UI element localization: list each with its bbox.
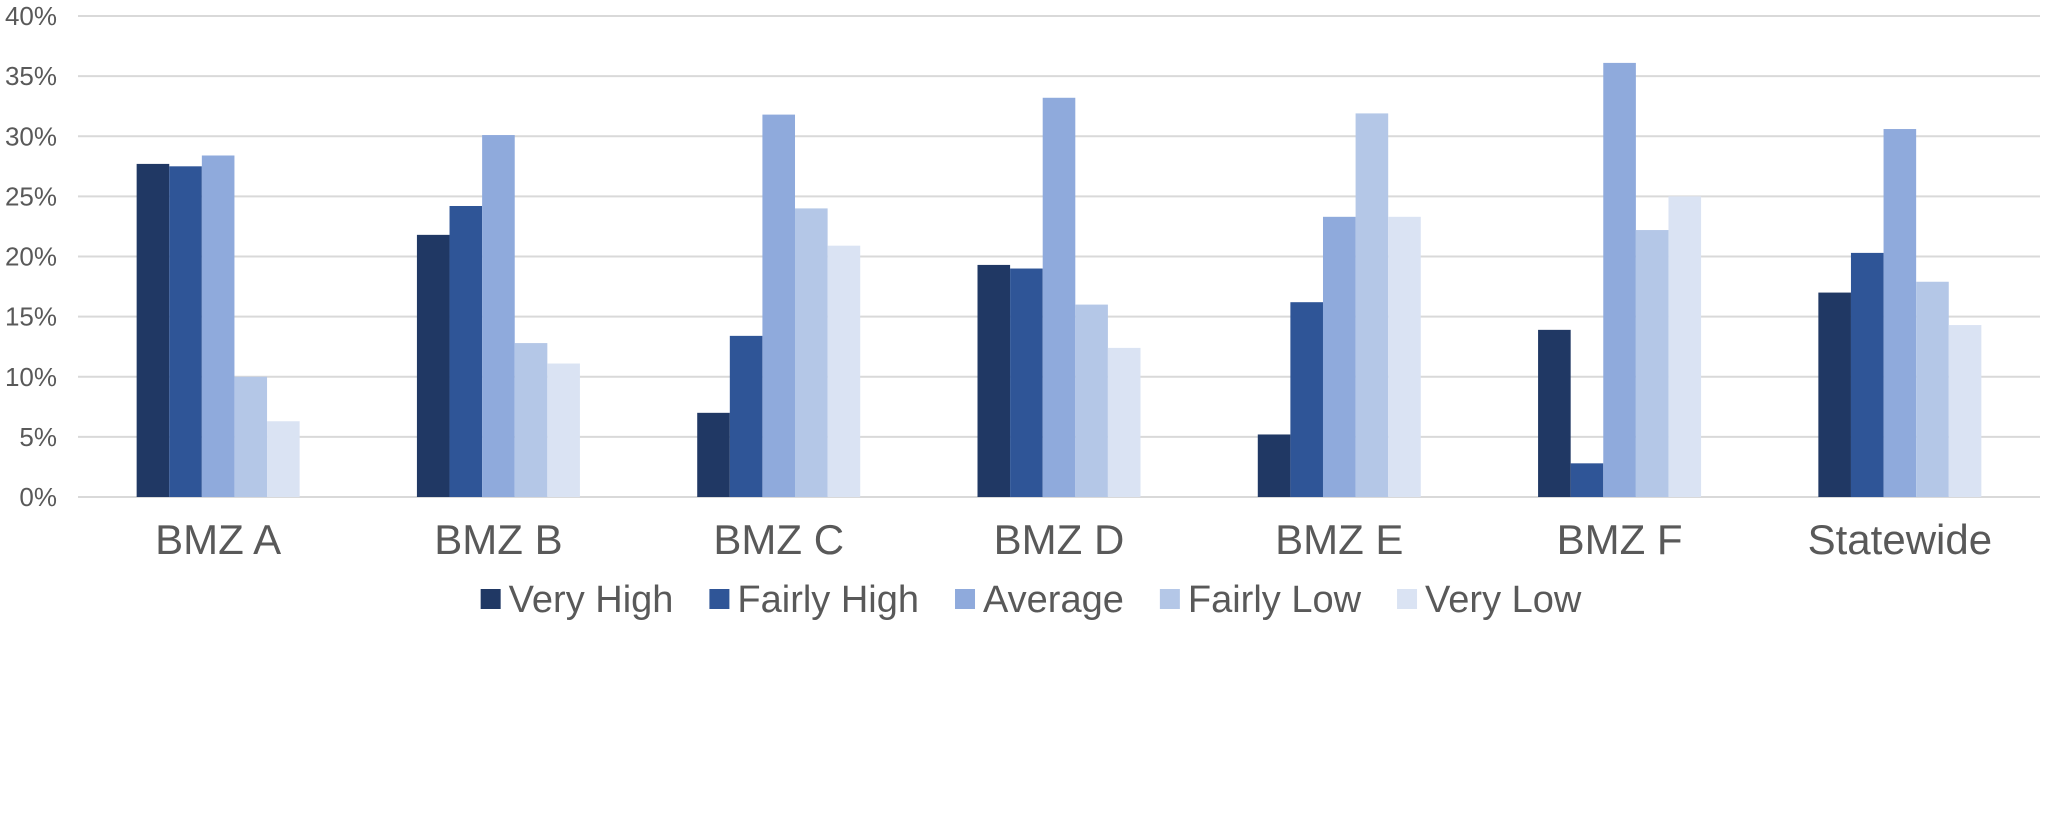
legend-label: Very High [509,579,674,621]
bar [1322,216,1356,497]
bar [762,114,796,497]
bar [1916,281,1949,497]
legend-label: Very Low [1425,579,1582,621]
bar [1818,292,1851,497]
bar [1570,463,1604,497]
bar [1388,216,1421,497]
bar [267,421,300,497]
legend-swatch [480,589,501,609]
x-tick-label: BMZ E [1275,516,1403,563]
x-tick-label: BMZ F [1557,516,1683,563]
y-axis-tick-labels: 0% 5% 10% 15% 20% 25% 30% 35% 40% [5,1,57,512]
legend-swatch [1397,589,1418,609]
bar [1010,268,1043,497]
bar [449,205,483,497]
bar [416,234,450,498]
bar [1290,302,1323,497]
bar [1603,62,1636,498]
legend-swatch [955,589,976,609]
bar [729,335,763,497]
bar [1107,347,1141,497]
legend-label: Average [983,579,1124,621]
legend-item: Very High [480,579,674,621]
legend-item: Fairly Low [1159,579,1362,621]
bar [1635,230,1669,498]
bar [514,343,548,497]
x-tick-label: BMZ C [713,516,844,563]
bar [201,155,235,498]
bar [547,363,580,497]
bar [1355,113,1389,497]
x-axis-tick-labels: BMZ A BMZ B BMZ C BMZ D BMZ E BMZ F Statewide [155,516,1992,563]
legend-item: Average [955,579,1124,621]
x-tick-label: BMZ A [155,516,281,563]
x-tick-label: BMZ B [434,516,562,563]
legend-item: Very Low [1397,579,1582,621]
y-tick-label: 0% [19,482,57,512]
bar [1668,196,1702,497]
x-tick-label: Statewide [1808,516,1992,563]
y-tick-label: 30% [5,121,57,151]
y-tick-label: 15% [5,302,57,332]
y-tick-label: 35% [5,61,57,91]
bar [1948,325,1982,497]
bar [1538,329,1571,497]
bar [697,412,730,497]
y-tick-label: 10% [5,362,57,392]
legend-swatch [709,589,730,609]
y-tick-label: 20% [5,242,57,272]
legend-item: Fairly High [709,579,919,621]
legend-swatch [1159,589,1180,609]
bar [234,376,268,497]
bar [169,166,202,497]
bar [1042,97,1076,498]
legend-label: Fairly High [737,579,919,621]
bar [1850,252,1884,497]
bar [795,208,828,497]
bar [482,135,515,498]
bar [1883,129,1917,497]
bars [136,62,1982,498]
y-tick-label: 5% [19,422,57,452]
y-tick-label: 25% [5,181,57,211]
bar [1257,434,1291,497]
y-tick-label: 40% [5,1,57,31]
legend: Very High Fairly High Average Fairly Low Ver… [480,579,1582,621]
bar [1075,304,1108,497]
bar [827,245,861,497]
bar [977,264,1011,497]
bar [136,163,170,497]
legend-label: Fairly Low [1188,579,1362,621]
x-tick-label: BMZ D [994,516,1125,563]
